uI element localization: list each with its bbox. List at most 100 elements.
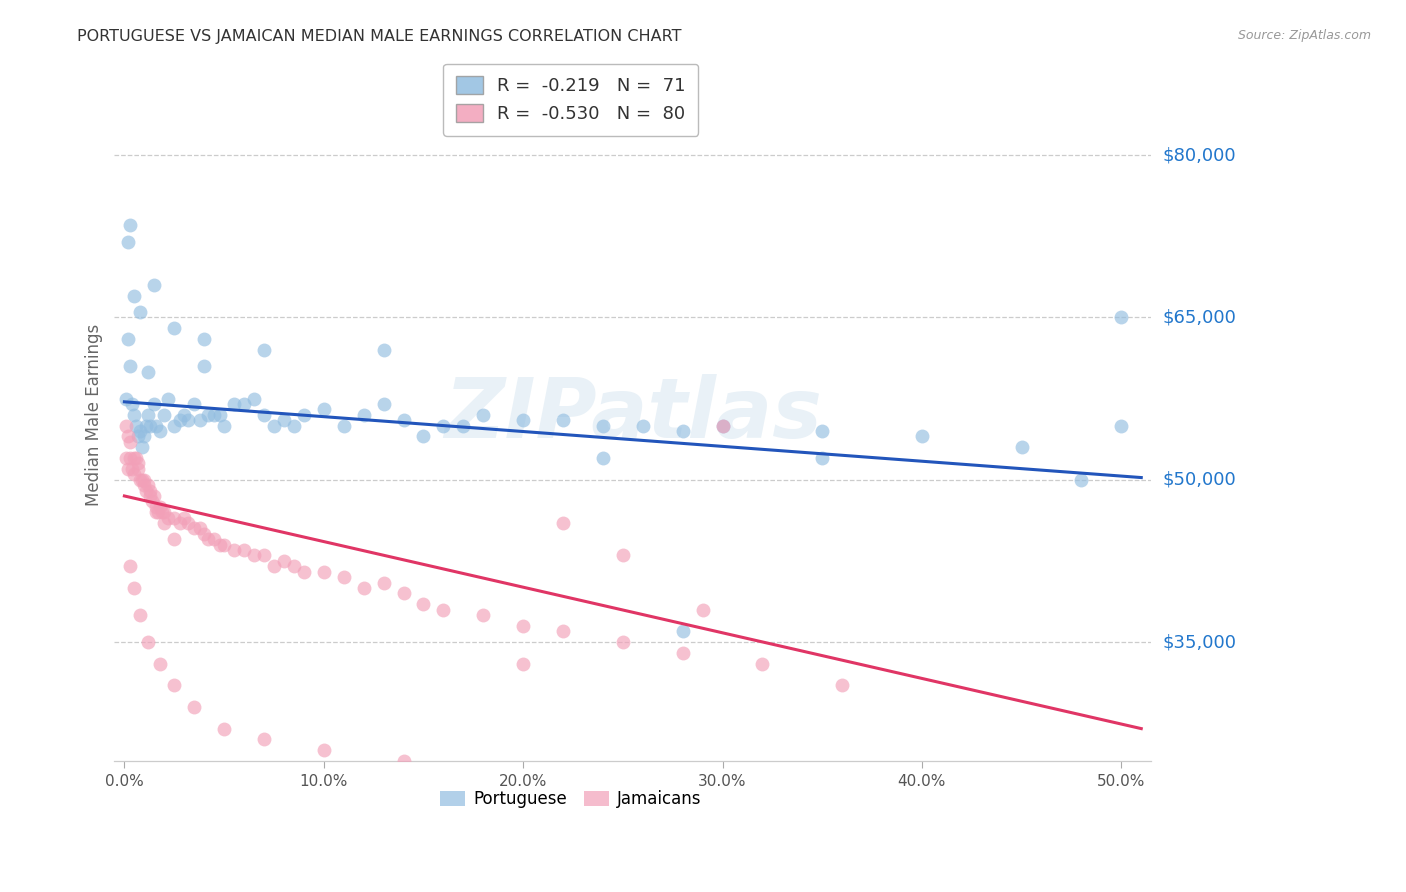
Point [141, 494, 163, 508]
Point [512, 619, 534, 633]
Point [392, 586, 415, 600]
Point [512, 657, 534, 671]
Point [193, 332, 215, 346]
Point [169, 413, 191, 427]
Point [127, 457, 149, 471]
Point [672, 624, 695, 639]
Point [592, 451, 614, 466]
Point [143, 397, 166, 411]
Point [392, 754, 415, 768]
Point [202, 533, 225, 547]
Point [811, 451, 834, 466]
Point [145, 500, 167, 514]
Point [551, 624, 574, 639]
Point [163, 418, 186, 433]
Point [373, 397, 395, 411]
Point [197, 533, 219, 547]
Point [911, 429, 934, 443]
Point [135, 483, 157, 498]
Point [1070, 473, 1092, 487]
Point [117, 429, 139, 443]
Point [283, 559, 305, 574]
Point [124, 467, 146, 482]
Point [751, 657, 773, 671]
Point [332, 418, 354, 433]
Point [131, 440, 153, 454]
Point [124, 581, 146, 595]
Point [193, 359, 215, 373]
Text: $35,000: $35,000 [1163, 633, 1236, 651]
Point [124, 289, 146, 303]
Point [117, 332, 139, 346]
Text: $65,000: $65,000 [1163, 309, 1236, 326]
Point [120, 434, 142, 449]
Point [631, 418, 654, 433]
Point [209, 538, 232, 552]
Point [197, 408, 219, 422]
Point [273, 554, 295, 568]
Point [188, 413, 211, 427]
Point [134, 429, 156, 443]
Point [120, 359, 142, 373]
Point [136, 635, 159, 649]
Point [135, 418, 157, 433]
Point [149, 500, 172, 514]
Point [811, 424, 834, 438]
Point [136, 478, 159, 492]
Point [136, 364, 159, 378]
Text: Source: ZipAtlas.com: Source: ZipAtlas.com [1237, 29, 1371, 42]
Point [149, 424, 172, 438]
Point [125, 418, 148, 433]
Point [124, 408, 146, 422]
Point [831, 678, 853, 692]
Point [136, 408, 159, 422]
Point [153, 408, 176, 422]
Point [173, 510, 195, 524]
Legend: Portuguese, Jamaicans: Portuguese, Jamaicans [433, 784, 709, 815]
Point [131, 473, 153, 487]
Point [312, 402, 335, 417]
Point [188, 521, 211, 535]
Point [412, 597, 434, 611]
Point [592, 418, 614, 433]
Point [139, 489, 162, 503]
Point [711, 418, 734, 433]
Point [292, 565, 315, 579]
Point [222, 543, 245, 558]
Point [163, 510, 186, 524]
Point [312, 743, 335, 757]
Point [177, 413, 200, 427]
Y-axis label: Median Male Earnings: Median Male Earnings [86, 324, 103, 506]
Text: $50,000: $50,000 [1163, 471, 1236, 489]
Point [121, 462, 143, 476]
Point [273, 413, 295, 427]
Point [183, 521, 205, 535]
Point [120, 559, 142, 574]
Point [263, 418, 285, 433]
Point [127, 429, 149, 443]
Point [432, 602, 454, 616]
Text: PORTUGUESE VS JAMAICAN MEDIAN MALE EARNINGS CORRELATION CHART: PORTUGUESE VS JAMAICAN MEDIAN MALE EARNI… [77, 29, 682, 44]
Point [183, 700, 205, 714]
Point [117, 235, 139, 249]
Point [551, 413, 574, 427]
Point [353, 581, 375, 595]
Point [145, 505, 167, 519]
Point [163, 533, 186, 547]
Point [472, 408, 495, 422]
Point [233, 543, 256, 558]
Point [243, 392, 266, 406]
Point [169, 516, 191, 530]
Point [202, 408, 225, 422]
Point [253, 343, 276, 357]
Point [120, 451, 142, 466]
Point [117, 462, 139, 476]
Point [412, 429, 434, 443]
Point [209, 408, 232, 422]
Point [150, 505, 173, 519]
Point [127, 462, 149, 476]
Point [551, 516, 574, 530]
Point [212, 722, 235, 736]
Point [145, 418, 167, 433]
Point [157, 392, 180, 406]
